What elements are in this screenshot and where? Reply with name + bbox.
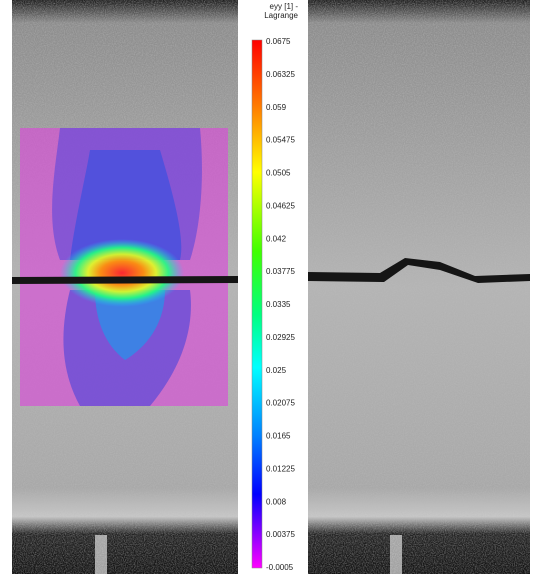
left-specimen bbox=[12, 0, 238, 574]
colorbar-label: 0.02925 bbox=[266, 333, 295, 342]
colorbar-label: 0.01225 bbox=[266, 464, 295, 473]
colorbar-label: 0.0335 bbox=[266, 300, 291, 309]
colorbar-gradient bbox=[251, 39, 263, 569]
colorbar-label: 0.03775 bbox=[266, 267, 295, 276]
colorbar-label: 0.05475 bbox=[266, 136, 295, 145]
colorbar-label: 0.059 bbox=[266, 103, 287, 112]
colorbar-label: 0.025 bbox=[266, 366, 287, 375]
colorbar-label: 0.0675 bbox=[266, 37, 291, 46]
colorbar-label: 0.0165 bbox=[266, 432, 291, 441]
colorbar-label: 0.04625 bbox=[266, 201, 295, 210]
right-specimen bbox=[308, 0, 530, 574]
colorbar-label: 0.0505 bbox=[266, 169, 291, 178]
colorbar-label: -0.0005 bbox=[266, 563, 294, 572]
colorbar-label: 0.02075 bbox=[266, 399, 295, 408]
crack bbox=[12, 276, 238, 284]
colorbar-label: 0.042 bbox=[266, 234, 287, 243]
colorbar-labels: 0.0675 0.06325 0.059 0.05475 0.0505 0.04625 0.… bbox=[266, 37, 295, 572]
crack bbox=[308, 258, 530, 283]
color-bar: eyy [1] -Lagrange 0.0675 0.06325 0.059 0.05… bbox=[251, 2, 299, 572]
colorbar-label: 0.00375 bbox=[266, 530, 295, 539]
colorbar-label: 0.06325 bbox=[266, 70, 295, 79]
colorbar-label: 0.008 bbox=[266, 497, 287, 506]
colorbar-title: eyy [1] -Lagrange bbox=[264, 2, 298, 20]
